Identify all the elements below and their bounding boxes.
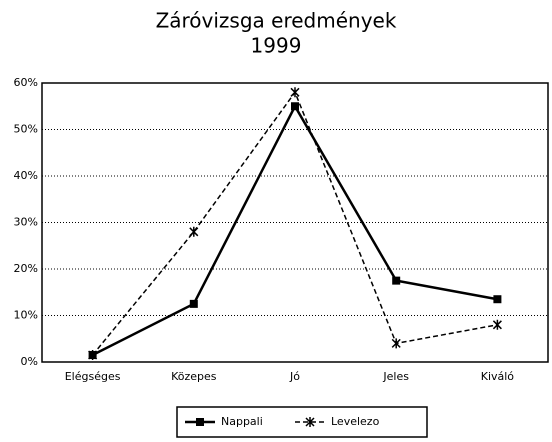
legend-label: Nappali xyxy=(221,415,263,428)
marker xyxy=(392,276,401,285)
marker xyxy=(290,87,300,98)
marker xyxy=(88,350,98,361)
marker xyxy=(493,295,502,304)
marker xyxy=(391,338,401,349)
marker xyxy=(189,226,199,237)
marker xyxy=(196,418,204,426)
x-tick-label: Közepes xyxy=(171,370,217,383)
line xyxy=(92,103,498,357)
y-tick-label: 20% xyxy=(14,262,38,275)
y-tick-label: 0% xyxy=(21,355,38,368)
marker xyxy=(291,102,299,111)
legend-label: Levelezo xyxy=(331,415,380,428)
x-tick-label: Elégséges xyxy=(65,370,121,383)
chart-subtitle: 1999 xyxy=(251,34,302,58)
x-tick-label: Kiváló xyxy=(481,370,515,383)
legend-box xyxy=(176,406,428,438)
y-tick-label: 10% xyxy=(14,309,38,322)
marker xyxy=(305,417,315,427)
x-tick-label: Jó xyxy=(289,370,300,383)
y-tick-label: 50% xyxy=(14,123,38,136)
y-tick-label: 60% xyxy=(14,76,38,89)
marker xyxy=(492,319,502,330)
y-tick-label: 30% xyxy=(14,216,38,229)
marker xyxy=(189,299,198,308)
x-tick-label: Jeles xyxy=(382,370,409,383)
y-tick-label: 40% xyxy=(14,169,38,182)
chart-title: Záróvizsga eredmények xyxy=(156,9,397,33)
